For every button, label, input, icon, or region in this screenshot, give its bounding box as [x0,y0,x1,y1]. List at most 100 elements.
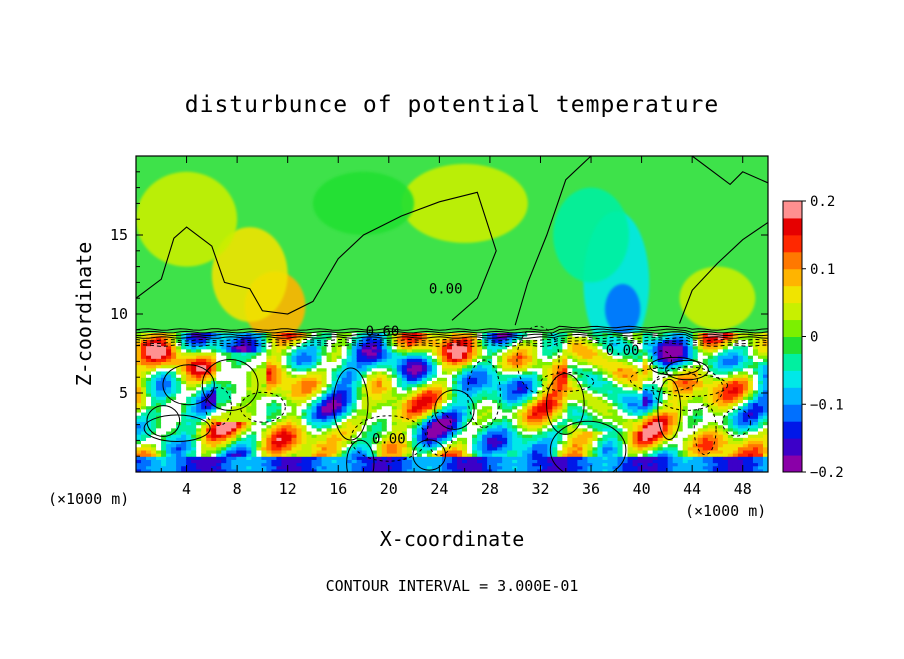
field-cell [191,383,197,388]
field-cell [241,383,247,388]
field-cell [181,399,187,404]
field-cell [346,332,353,337]
field-cell [241,421,247,426]
field-cell [136,443,142,448]
field-cell [231,389,237,394]
field-cell [251,355,257,359]
field-cell [216,465,222,470]
field-cell [236,405,242,410]
field-cell [206,434,212,438]
field-cell [151,462,157,467]
field-cell [191,446,197,451]
field-cell [206,468,212,472]
field-cell [191,462,197,467]
field-cell [216,374,222,378]
field-cell [161,396,167,400]
field-cell [246,396,252,400]
field-cell [186,446,192,451]
field-cell [221,402,227,407]
field-cell [246,374,252,378]
field-cell [216,389,222,394]
field-cell [206,351,212,356]
field-cell [186,465,192,470]
field-cell [236,336,242,340]
field-cell [231,465,237,470]
field-cell [211,430,217,435]
field-cell [241,415,247,419]
field-cell [206,364,212,369]
field-cell [241,424,247,429]
field-cell [151,440,157,445]
field-cell [191,459,197,464]
field-cell [156,405,162,410]
field-cell [241,437,247,441]
field-cell [196,408,202,413]
field-cell [256,370,262,375]
field-cell [136,380,142,385]
field-cell [151,367,157,372]
field-cell [186,449,192,454]
field-cell [181,348,187,353]
field-cell [181,421,187,426]
field-cell [246,459,252,464]
field-cell [206,348,212,353]
field-cell [251,408,257,413]
field-cell [236,415,242,419]
field-cell [236,339,242,344]
field-cell [221,339,227,344]
field-cell [256,364,262,369]
field-cell [191,342,197,347]
field-cell [171,355,177,359]
field-cell [216,358,222,362]
field-cell [201,355,207,359]
field-cell [251,361,257,366]
field-cell [166,351,172,356]
field-cell [226,358,232,362]
field-cell [211,342,217,347]
field-cell [196,393,202,397]
field-cell [156,332,162,337]
field-cell [201,427,207,432]
field-cell [206,449,212,454]
field-cell [256,339,262,344]
field-cell [141,446,147,451]
field-cell [201,364,207,369]
field-cell [246,462,252,467]
field-cell [141,361,147,366]
field-cell [161,361,167,366]
field-cell [236,430,242,435]
field-cell [216,446,222,451]
field-cell [231,377,237,381]
field-cell [191,358,197,362]
field-cell [171,459,177,464]
field-cell [256,393,262,397]
field-cell [206,453,212,457]
field-cell [221,443,227,448]
field-cell [206,380,212,385]
field-cell [191,370,197,375]
upper-field-blob [401,163,528,243]
upper-field-blob [604,283,641,335]
field-cell [246,440,252,445]
field-cell [136,459,142,464]
field-cell [251,468,257,472]
field-cell [181,449,187,454]
field-cell [246,411,252,416]
field-cell [136,437,142,441]
field-cell [156,367,162,372]
field-cell [206,459,212,464]
field-cell [276,332,283,337]
field-cell [236,386,242,391]
field-cell [196,402,202,407]
field-cell [156,351,162,356]
field-cell [136,402,142,407]
field-cell [226,459,232,464]
field-cell [517,332,523,337]
field-cell [196,374,202,378]
field-cell [211,361,217,366]
field-cell [166,367,172,372]
field-cell [226,440,232,445]
field-cell [141,468,147,472]
field-cell [166,383,172,388]
field-cell [146,393,152,397]
